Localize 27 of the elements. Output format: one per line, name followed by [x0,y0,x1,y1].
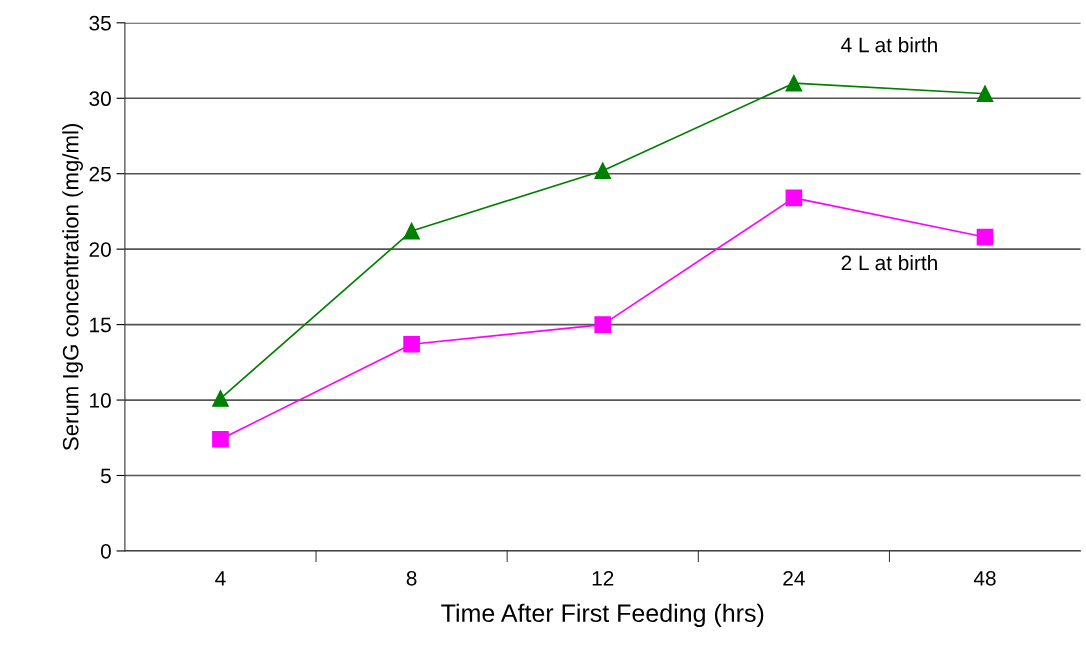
y-axis-title: Serum IgG concentration (mg/ml) [62,124,83,451]
x-axis-title: Time After First Feeding (hrs) [441,603,764,627]
point [212,430,229,448]
y-tick-label: 15 [90,317,111,333]
point [594,316,612,333]
y-tick-label: 0 [100,543,111,559]
y-tick-label: 30 [89,91,111,107]
y-tick-label: 5 [100,468,111,484]
x-tick-label: 12 [592,570,614,586]
point [976,228,994,246]
point [403,222,420,240]
x-tick-label: 24 [783,570,805,586]
point [594,162,612,180]
y-tick-label: 25 [89,166,111,182]
x-tick-label: 4 [215,571,226,586]
x-tick-label: 48 [973,570,996,586]
y-tick-label: 35 [89,15,111,31]
series-label: 4 L at birth [841,37,937,53]
series-label: 2 L at birth [841,254,937,271]
point [403,335,420,353]
point [785,189,803,207]
point [785,74,803,92]
point [976,85,994,103]
x-tick-label: 8 [406,570,417,586]
y-tick-label: 20 [89,242,111,257]
point [212,390,229,407]
y-tick-label: 10 [90,393,111,408]
